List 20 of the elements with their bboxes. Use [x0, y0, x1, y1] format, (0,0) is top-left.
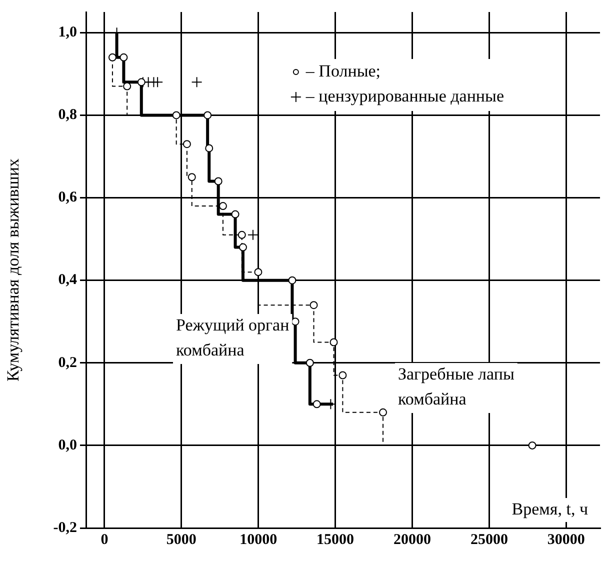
y-tick-label: 1,0 [58, 24, 77, 41]
y-tick-label: 0,8 [58, 107, 77, 124]
y-axis-title: Кумулятивная доля выживших [4, 158, 23, 382]
y-tick-label: 0,6 [58, 190, 78, 206]
y-tick-label: 0,4 [58, 272, 78, 288]
x-tick-label: 15000 [316, 532, 354, 548]
x-tick-label: 30000 [547, 532, 585, 548]
x-tick-label: 5000 [166, 532, 196, 548]
y-tick-label: 0,0 [58, 437, 77, 454]
legend-label: – цензурированные данные [304, 86, 504, 106]
y-tick-label: 0,2 [58, 354, 77, 371]
x-tick-label: 10000 [240, 532, 278, 548]
x-axis-title: Время, t, ч [512, 499, 588, 518]
x-tick-label: 25000 [470, 532, 508, 548]
series-label: Загребные лапы комбайна [398, 364, 515, 408]
x-tick-label: 20000 [394, 532, 431, 548]
legend-label: – Полные; [304, 61, 381, 80]
y-tick-label: -0,2 [53, 520, 77, 536]
series-label: Режущий орган комбайна [176, 315, 290, 360]
x-tick-label: 0 [100, 532, 108, 548]
